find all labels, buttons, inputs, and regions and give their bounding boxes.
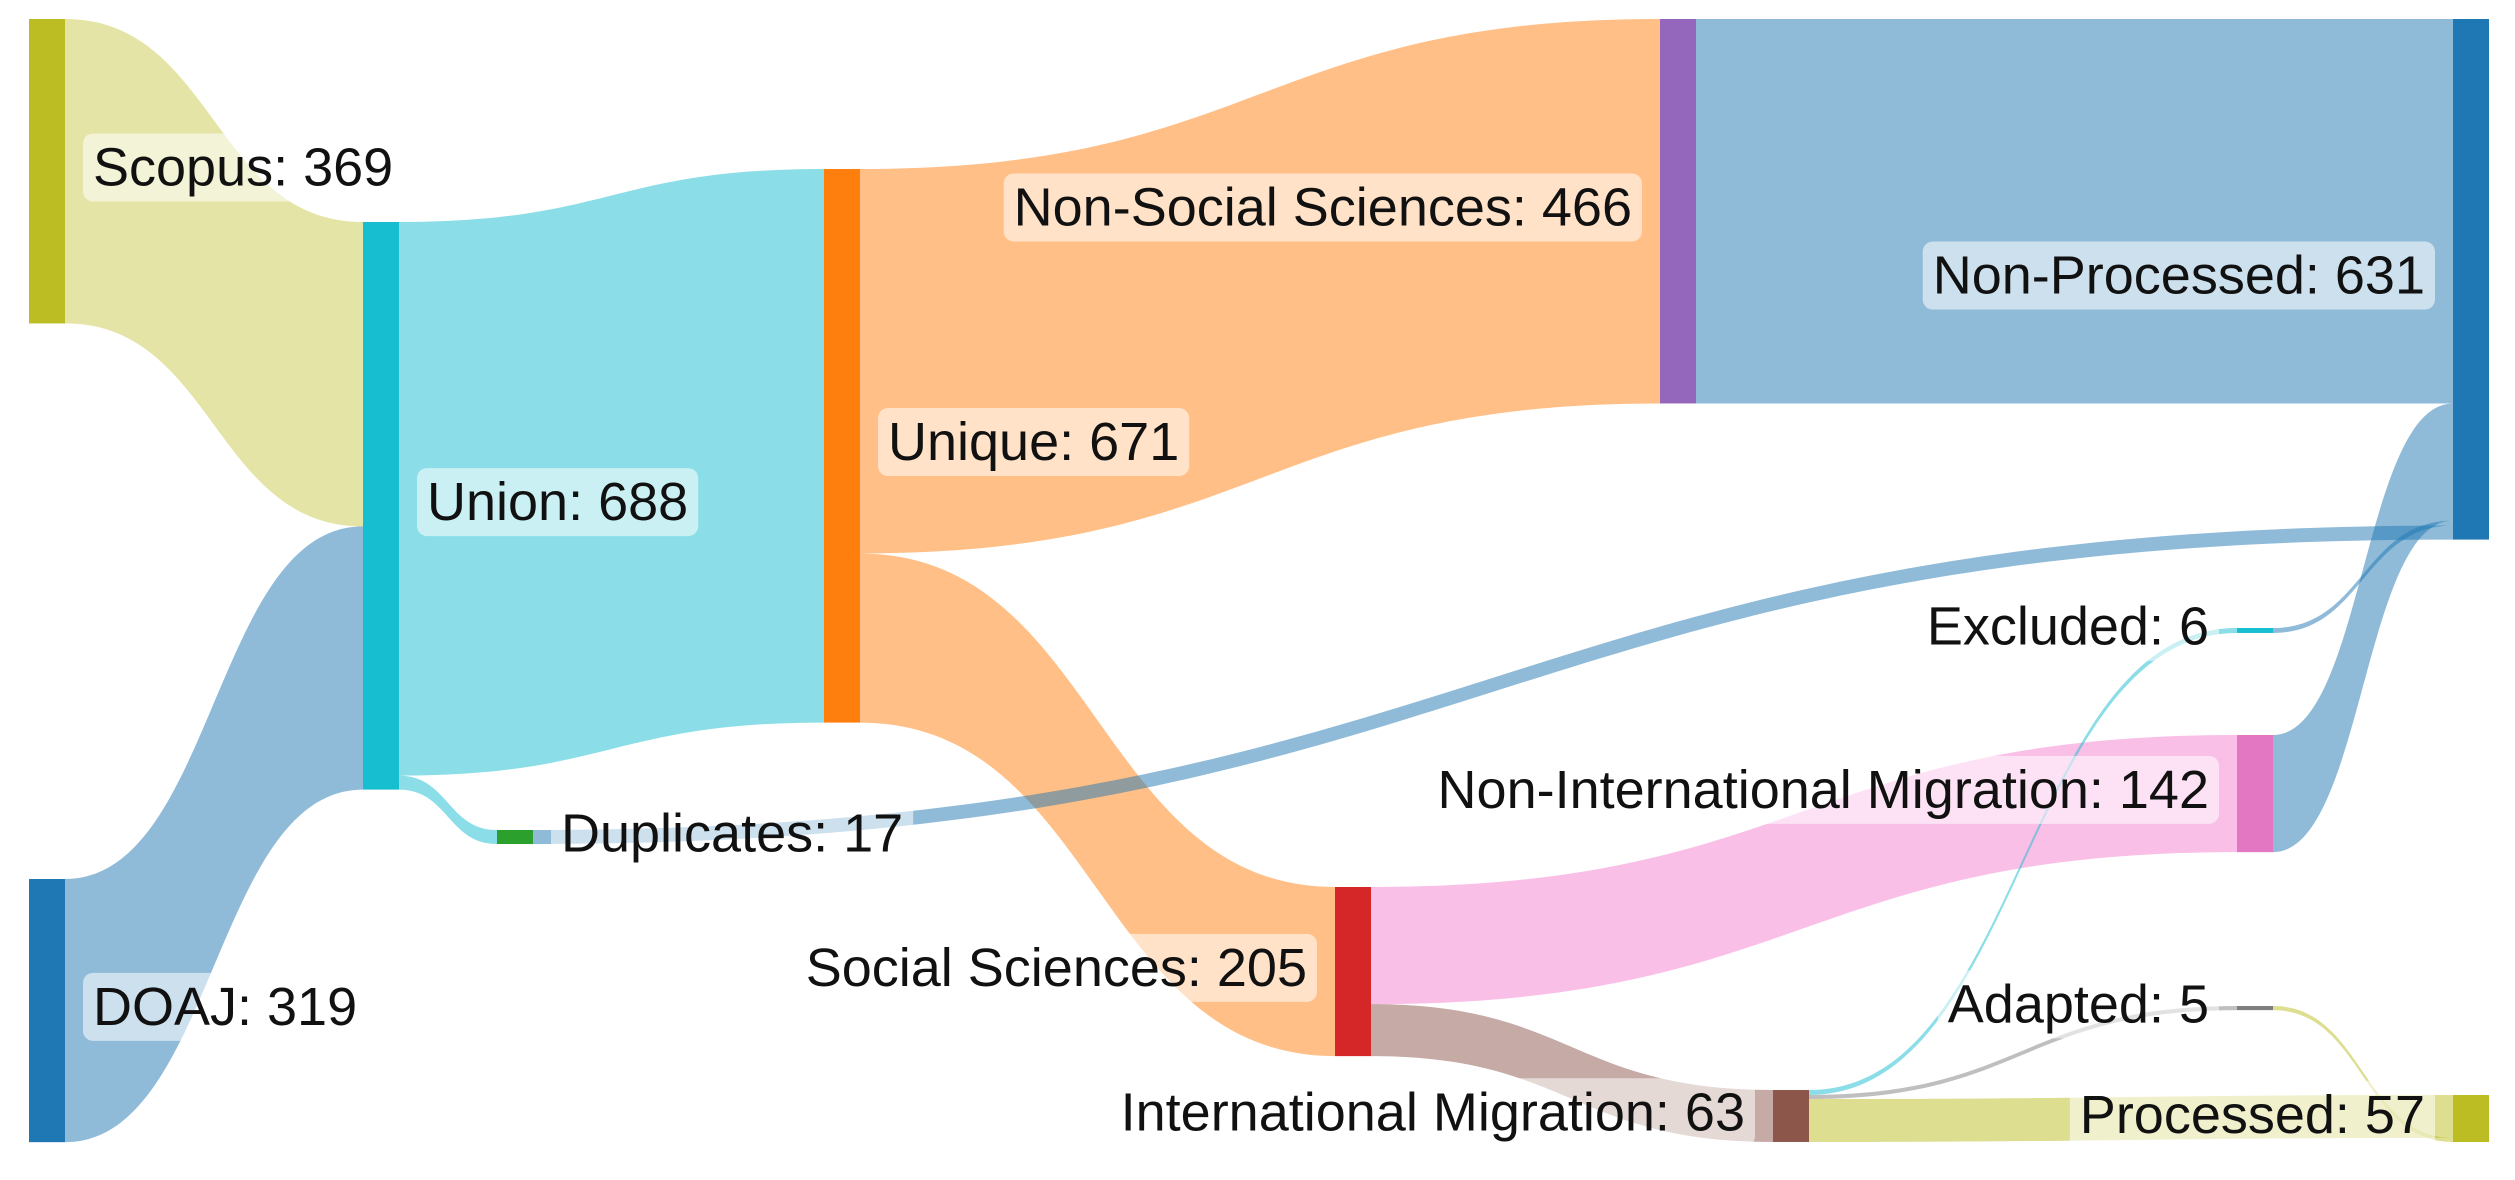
node-label: Social Sciences: 205	[806, 938, 1307, 998]
link	[1809, 1006, 2237, 1100]
label-background	[83, 133, 404, 202]
node-label: Duplicates: 17	[561, 803, 903, 863]
node	[29, 19, 65, 324]
link	[65, 526, 363, 1143]
node-label: Union: 688	[427, 472, 688, 532]
node	[29, 879, 65, 1143]
link	[860, 553, 1335, 1057]
node-label: Unique: 671	[888, 412, 1179, 472]
node	[1660, 19, 1696, 404]
label-background	[1003, 173, 1642, 242]
link	[1696, 19, 2453, 404]
node-label: DOAJ: 319	[93, 977, 357, 1037]
link	[2273, 520, 2453, 633]
node	[497, 830, 533, 845]
node-label: Excluded: 6	[1927, 597, 2209, 657]
label-background	[1110, 1078, 1755, 1147]
node-label: Adapted: 5	[1948, 974, 2209, 1034]
node	[2453, 19, 2489, 540]
node-label: Processed: 57	[2080, 1085, 2425, 1145]
node-label: Non-International Migration: 142	[1438, 760, 2209, 820]
node-label: Non-Social Sciences: 466	[1014, 177, 1632, 237]
node-label: Scopus: 369	[93, 137, 393, 197]
label-background	[1427, 755, 2219, 824]
node	[2237, 735, 2273, 853]
label-background	[551, 799, 914, 868]
label-background	[417, 468, 699, 537]
label-background	[1937, 970, 2219, 1039]
link	[1809, 628, 2237, 1095]
link	[533, 525, 2453, 845]
label-background	[1916, 592, 2219, 661]
node	[363, 222, 399, 790]
link	[399, 775, 497, 845]
node	[1773, 1090, 1809, 1142]
label-background	[878, 408, 1190, 477]
link	[65, 19, 363, 527]
label-background	[2069, 1080, 2435, 1149]
node	[2453, 1095, 2489, 1143]
label-background	[795, 933, 1317, 1002]
node-label: Non-Processed: 631	[1933, 246, 2425, 306]
label-background	[83, 972, 368, 1041]
link	[2273, 403, 2453, 853]
link	[2273, 1006, 2453, 1143]
node	[2237, 628, 2273, 633]
node-label: International Migration: 63	[1121, 1082, 1745, 1142]
node	[824, 169, 860, 723]
label-background	[1922, 241, 2435, 310]
node	[2237, 1006, 2273, 1011]
node	[1335, 887, 1371, 1057]
